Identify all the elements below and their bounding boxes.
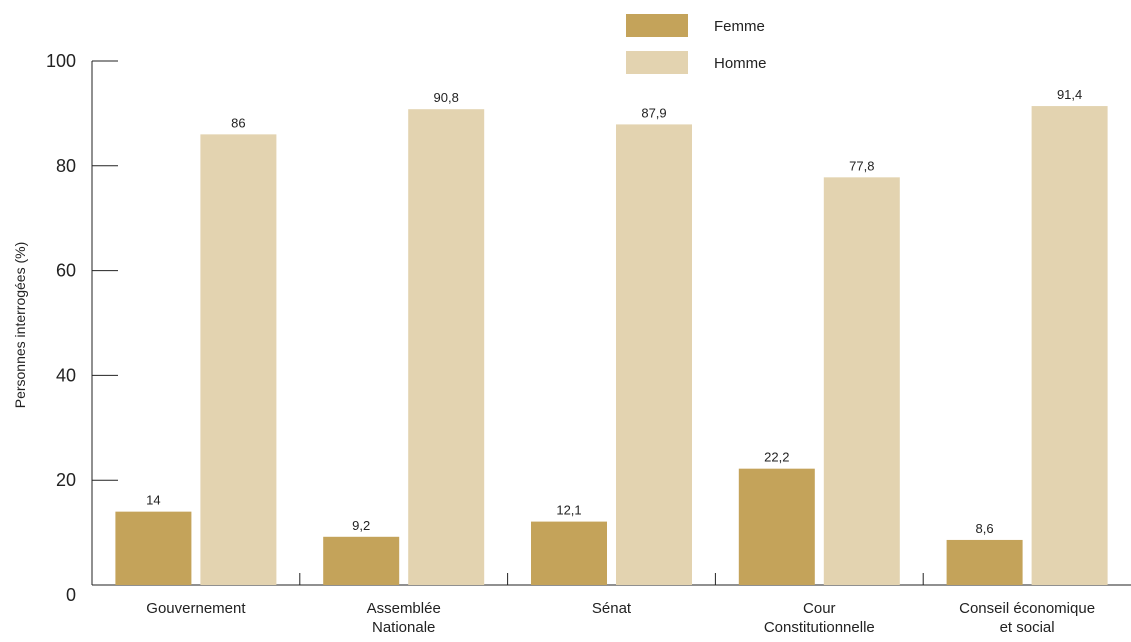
x-category-label: Sénat [592, 600, 632, 617]
bar-value-label: 87,9 [641, 105, 666, 120]
data-labels: 14 86 9,2 90,8 12,1 87,9 22,2 77,8 8,6 91,4 [146, 87, 1082, 536]
bar-homme [1031, 106, 1108, 586]
bars [115, 106, 1108, 586]
bar-value-label: 90,8 [434, 90, 459, 105]
legend-label-homme: Homme [714, 55, 767, 72]
x-axis: Gouvernement Assemblée Nationale Sénat Cour C… [92, 573, 1131, 636]
bar-femme [531, 521, 607, 585]
legend-swatch-homme [626, 51, 688, 74]
y-tick-label: 20 [56, 470, 76, 490]
x-category-label: Cour Constitutionnelle [764, 600, 875, 636]
bar-homme [408, 109, 485, 585]
legend-label-femme: Femme [714, 18, 765, 35]
y-axis: 0 20 40 60 80 100 [46, 51, 118, 605]
bar-value-label: 22,2 [764, 450, 789, 465]
bar-femme [946, 539, 1023, 585]
bar-value-label: 14 [146, 493, 160, 508]
legend-swatch-femme [626, 14, 688, 37]
bar-value-label: 12,1 [556, 503, 581, 518]
bar-homme [200, 134, 277, 586]
bar-value-label: 8,6 [976, 521, 994, 536]
bar-value-label: 86 [231, 115, 245, 130]
bar-value-label: 77,8 [849, 158, 874, 173]
legend: Femme Homme [626, 14, 767, 74]
x-category-label: Gouvernement [146, 600, 246, 617]
y-tick-label: 60 [56, 261, 76, 281]
bar-homme [823, 177, 900, 585]
bar-femme [115, 511, 192, 585]
bar-value-label: 91,4 [1057, 87, 1082, 102]
y-tick-label: 100 [46, 51, 76, 71]
y-axis-title: Personnes interrogées (%) [12, 242, 28, 409]
bar-homme [616, 124, 692, 586]
y-tick-label: 0 [66, 585, 76, 605]
x-category-label: Assemblée Nationale [367, 600, 441, 636]
bar-femme [323, 536, 400, 585]
x-category-label: Conseil économique et social [959, 600, 1095, 636]
y-tick-label: 80 [56, 156, 76, 176]
bar-value-label: 9,2 [352, 518, 370, 533]
bar-femme [738, 468, 815, 585]
y-tick-label: 40 [56, 365, 76, 385]
